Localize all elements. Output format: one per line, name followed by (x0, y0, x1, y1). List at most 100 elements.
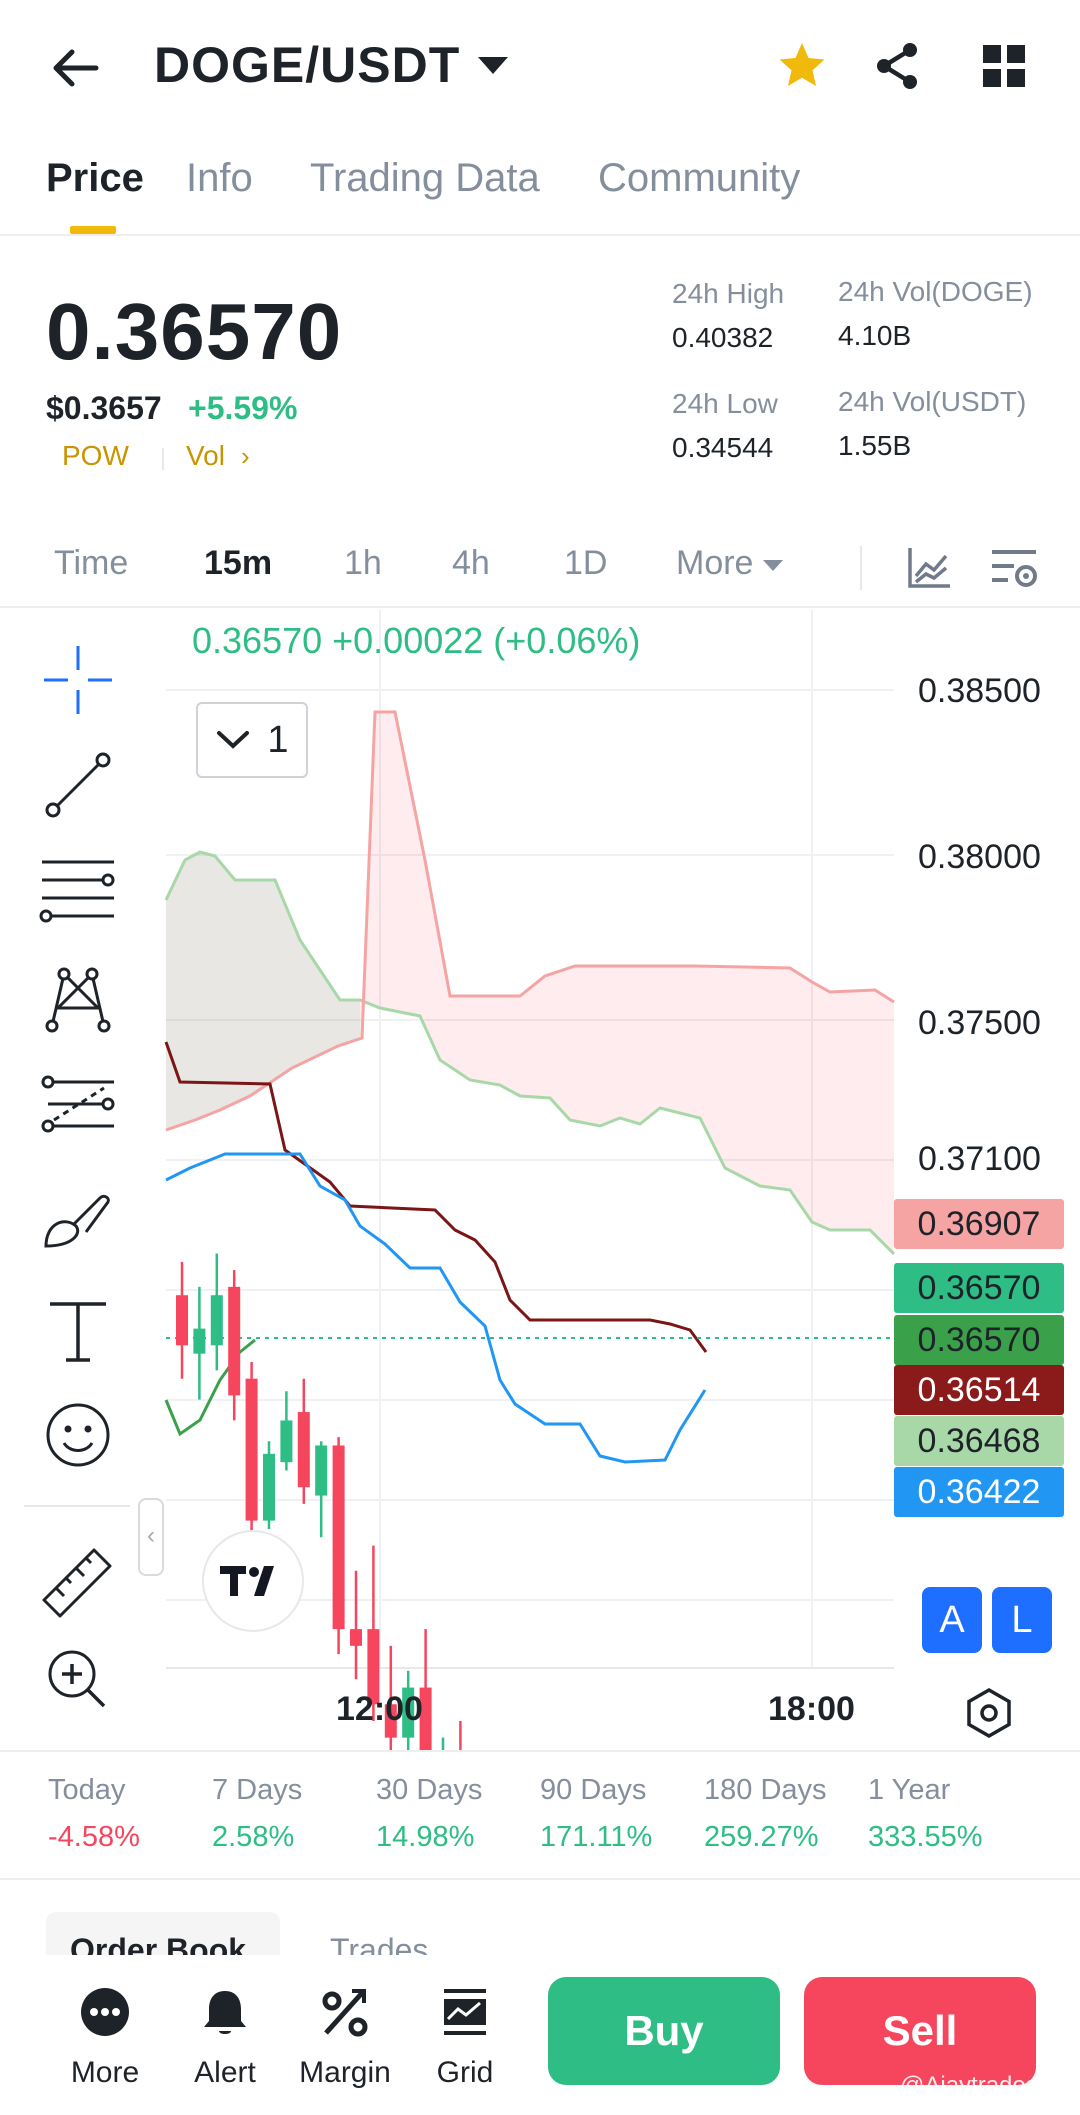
trend-line-icon[interactable] (38, 745, 118, 825)
tab-community[interactable]: Community (598, 156, 801, 200)
candle-up (402, 1670, 415, 1750)
tab-price[interactable]: Price (46, 156, 144, 200)
more-label: More (70, 2056, 140, 2089)
fib-icon[interactable] (38, 1070, 118, 1150)
tag-divider (162, 448, 164, 470)
high-label: 24h High (672, 278, 785, 309)
pair-selector[interactable]: DOGE/USDT (154, 36, 509, 94)
candle-body (193, 1328, 206, 1354)
perf-value: 259.27% (704, 1821, 819, 1853)
perf-value: 14.98% (376, 1821, 475, 1853)
interval-more[interactable]: More (676, 544, 784, 583)
candle-body (332, 1445, 345, 1630)
ruler-icon[interactable] (38, 1540, 118, 1620)
emoji-icon[interactable] (38, 1395, 118, 1475)
alert-label: Alert (194, 2056, 256, 2089)
buy-button[interactable]: Buy (548, 1977, 780, 2085)
text-icon[interactable] (38, 1290, 118, 1370)
tab-info[interactable]: Info (186, 156, 253, 200)
horizontal-lines-icon[interactable] (38, 850, 118, 930)
candle-body (402, 1687, 415, 1738)
share-icon[interactable] (870, 38, 926, 94)
back-arrow-icon[interactable] (48, 40, 104, 96)
perf-label: 90 Days (540, 1774, 647, 1806)
tag-vol[interactable]: Vol › (186, 440, 250, 472)
perf-label: Today (48, 1774, 126, 1806)
price-chart[interactable] (0, 610, 1080, 1750)
star-icon[interactable] (774, 38, 830, 94)
price-tag-span: 0.36468 (894, 1416, 1064, 1466)
low-label: 24h Low (672, 388, 778, 419)
candle-up (280, 1391, 293, 1471)
candle-down (245, 1362, 258, 1546)
candle-body (210, 1295, 223, 1346)
perf-value: 171.11% (540, 1821, 653, 1853)
candle-body (297, 1412, 310, 1488)
high-value: 0.40382 (672, 322, 774, 353)
y-axis-label: 0.38000 (918, 838, 1041, 876)
candle-up (193, 1286, 206, 1400)
perf-label: 1 Year (868, 1774, 951, 1806)
sell-button[interactable]: Sell (804, 1977, 1036, 2085)
tool-divider (24, 1505, 130, 1507)
perf-value: 333.55% (868, 1821, 983, 1853)
tab-trading-data[interactable]: Trading Data (310, 156, 540, 200)
candle-body (315, 1445, 328, 1496)
candle-body (228, 1286, 241, 1396)
interval-15m[interactable]: 15m (204, 544, 273, 582)
pair-title: DOGE/USDT (154, 37, 461, 93)
vol-usdt-label: 24h Vol(USDT) (838, 386, 1027, 417)
tab-bar: Price Info Trading Data Community (0, 150, 1080, 236)
cloud-area (166, 712, 894, 1254)
candle-down (297, 1378, 310, 1504)
perf-label: 30 Days (376, 1774, 483, 1806)
zoom-in-icon[interactable] (38, 1640, 118, 1720)
collapse-toolbar-handle[interactable]: ‹ (138, 1498, 164, 1576)
candle-body (384, 1704, 397, 1738)
candle-down (459, 1720, 462, 1750)
interval-time[interactable]: Time (54, 544, 129, 582)
grid-icon[interactable] (976, 38, 1032, 94)
more-button[interactable]: More (50, 1985, 160, 2090)
chart-settings-icon[interactable] (988, 542, 1042, 594)
interval-1d[interactable]: 1D (564, 544, 608, 582)
bell-icon (204, 1991, 246, 2034)
margin-button[interactable]: Margin (290, 1985, 400, 2090)
crosshair-icon[interactable] (38, 640, 118, 720)
price-tag-cloud: 0.36907 (894, 1199, 1064, 1249)
cloud-area-green (166, 852, 360, 1130)
candle-down (228, 1270, 241, 1421)
brush-icon[interactable] (38, 1180, 118, 1260)
low-value: 0.34544 (672, 432, 774, 463)
interval-1h[interactable]: 1h (344, 544, 382, 582)
perf-value: 2.58% (212, 1821, 295, 1853)
tag-vol-label: Vol (186, 440, 225, 471)
grid-button[interactable]: Grid (410, 1985, 520, 2090)
lagging-line (164, 1338, 256, 1437)
indicator-icon[interactable] (904, 542, 956, 594)
span-b-line (165, 710, 895, 1132)
candle-body (245, 1378, 258, 1521)
auto-scale-button[interactable]: A (922, 1587, 982, 1653)
interval-more-label: More (676, 544, 754, 582)
candle-body (350, 1629, 362, 1646)
candle-up (210, 1253, 223, 1371)
log-scale-button[interactable]: L (992, 1587, 1052, 1653)
tag-pow[interactable]: POW (62, 440, 129, 471)
caret-down-icon (763, 559, 784, 571)
alert-button[interactable]: Alert (170, 1985, 280, 2090)
hexagon-settings-icon[interactable] (962, 1686, 1016, 1740)
chevron-right-icon: › (240, 441, 250, 471)
pattern-icon[interactable] (38, 960, 118, 1040)
candle-body (419, 1687, 432, 1750)
x-axis-label: 18:00 (768, 1690, 855, 1728)
active-tab-indicator (70, 226, 116, 234)
legend-toggle[interactable]: 1 (196, 702, 308, 778)
perf-label: 7 Days (212, 1774, 303, 1806)
perf-30d: 30 Days 14.98% (376, 1774, 482, 1854)
perf-180d: 180 Days 259.27% (704, 1774, 827, 1854)
chart-price-info: 0.36570 +0.00022 (+0.06%) (192, 620, 641, 661)
tradingview-logo (202, 1530, 304, 1632)
grid-bot-icon (444, 1989, 486, 2035)
interval-4h[interactable]: 4h (452, 544, 490, 582)
